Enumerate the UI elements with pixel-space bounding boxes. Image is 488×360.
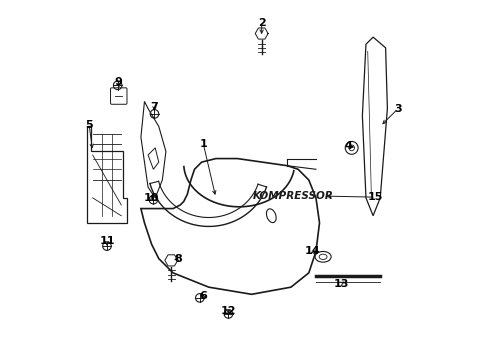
Text: 15: 15 (366, 192, 382, 202)
Text: 3: 3 (393, 104, 401, 113)
Text: 14: 14 (304, 246, 320, 256)
Text: 2: 2 (257, 18, 265, 28)
Text: 7: 7 (150, 102, 158, 112)
Text: 4: 4 (344, 141, 351, 151)
Text: 1: 1 (199, 139, 207, 149)
Text: 12: 12 (220, 306, 236, 316)
Text: KOMPRESSOR: KOMPRESSOR (252, 191, 332, 201)
Text: 6: 6 (199, 291, 207, 301)
Text: 13: 13 (333, 279, 348, 289)
Text: 11: 11 (99, 236, 115, 246)
Text: 5: 5 (85, 120, 93, 130)
Text: 9: 9 (115, 77, 122, 87)
Text: 10: 10 (143, 193, 158, 203)
Text: 8: 8 (174, 253, 182, 264)
